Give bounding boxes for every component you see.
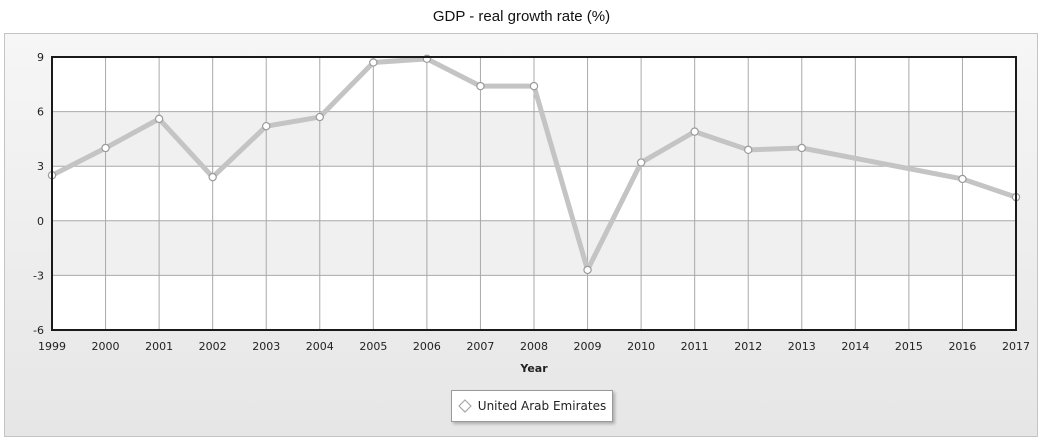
x-tick-label: 2010 bbox=[627, 340, 655, 353]
x-tick-label: 2011 bbox=[681, 340, 709, 353]
y-tick-label: 6 bbox=[37, 106, 44, 119]
legend[interactable]: United Arab Emirates bbox=[451, 390, 613, 422]
legend-item-label: United Arab Emirates bbox=[477, 399, 607, 413]
y-tick-label: -6 bbox=[33, 324, 44, 337]
x-tick-label: 2015 bbox=[895, 340, 923, 353]
x-tick-label: 2014 bbox=[841, 340, 869, 353]
legend-marker-icon bbox=[457, 399, 472, 413]
data-point-marker bbox=[529, 81, 539, 91]
data-point-marker bbox=[636, 158, 646, 167]
data-point-marker bbox=[583, 265, 592, 275]
x-tick-label: 2013 bbox=[788, 340, 816, 353]
data-point-marker bbox=[369, 58, 378, 67]
y-tick-label: -3 bbox=[33, 269, 44, 282]
data-point-marker bbox=[101, 143, 110, 153]
x-axis-label: Year bbox=[519, 362, 548, 375]
x-tick-label: 2017 bbox=[1002, 340, 1030, 353]
x-tick-label: 2001 bbox=[145, 340, 173, 353]
chart-title: GDP - real growth rate (%) bbox=[432, 8, 611, 25]
x-tick-label: 2005 bbox=[359, 340, 387, 353]
data-point-marker bbox=[797, 143, 806, 153]
data-point-marker bbox=[262, 121, 271, 131]
plot-border bbox=[51, 56, 1017, 331]
y-tick-label: 3 bbox=[37, 160, 44, 173]
data-point-marker bbox=[958, 174, 967, 184]
data-point-marker bbox=[315, 112, 324, 122]
y-tick-label: 0 bbox=[37, 215, 44, 228]
x-tick-label: 2004 bbox=[306, 340, 334, 353]
x-tick-label: 2007 bbox=[466, 340, 494, 353]
data-point-marker bbox=[744, 145, 753, 155]
x-tick-label: 2006 bbox=[413, 340, 441, 353]
data-point-marker bbox=[476, 81, 485, 91]
data-point-marker bbox=[690, 127, 699, 136]
x-tick-label: 2000 bbox=[92, 340, 120, 353]
x-tick-label: 2016 bbox=[948, 340, 976, 353]
x-tick-label: 2009 bbox=[574, 340, 602, 353]
x-tick-label: 2002 bbox=[199, 340, 227, 353]
x-tick-label: 2008 bbox=[520, 340, 548, 353]
x-tick-label: 2012 bbox=[734, 340, 762, 353]
x-tick-label: 1999 bbox=[38, 340, 66, 353]
x-tick-label: 2003 bbox=[252, 340, 280, 353]
data-point-marker bbox=[208, 172, 217, 182]
data-point-marker bbox=[154, 114, 164, 124]
y-tick-label: 9 bbox=[37, 51, 44, 64]
